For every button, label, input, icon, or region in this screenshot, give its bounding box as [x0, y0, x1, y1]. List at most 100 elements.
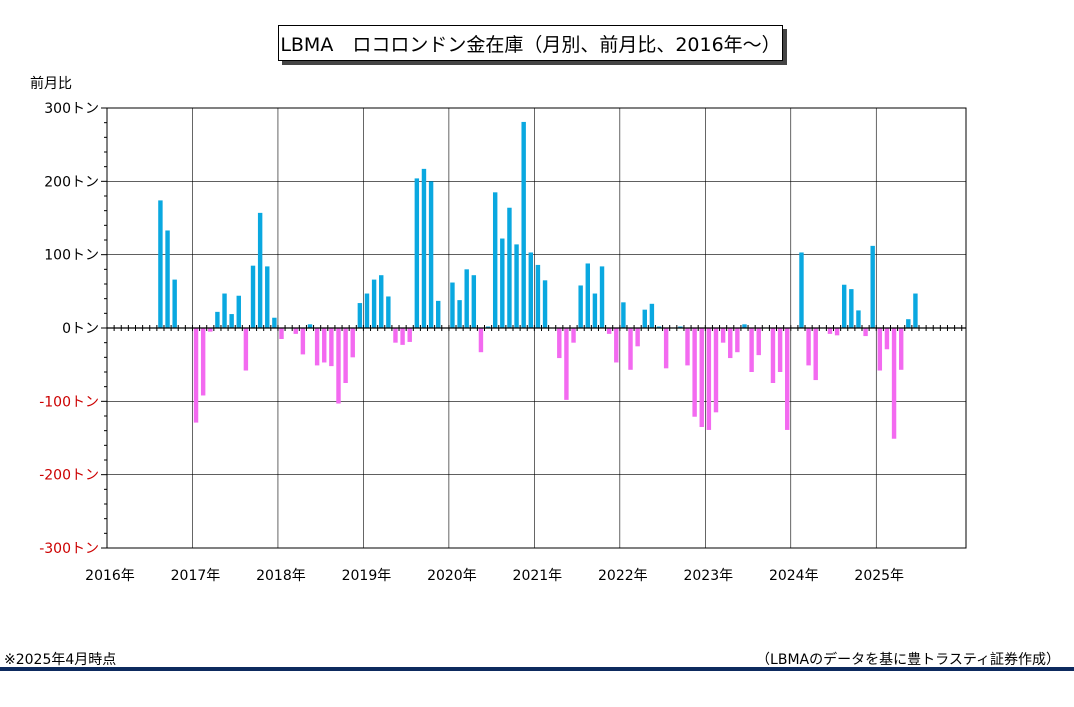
footer-rule: [0, 667, 1074, 671]
bar: [564, 328, 569, 400]
bar: [841, 284, 847, 328]
bar: [329, 328, 334, 367]
bar: [158, 200, 163, 328]
bar: [471, 275, 477, 328]
bar: [421, 168, 427, 328]
bar: [856, 310, 861, 328]
bars: [158, 121, 918, 439]
bar: [735, 328, 740, 353]
bar: [272, 317, 277, 328]
bar: [799, 252, 804, 328]
y-tick-label: 0トン: [62, 321, 99, 337]
bar: [500, 238, 505, 328]
bar: [236, 295, 241, 328]
bar: [364, 293, 370, 328]
x-tick-label: 2017年: [171, 568, 221, 584]
bar: [877, 328, 883, 371]
bar: [492, 192, 498, 328]
bar: [414, 178, 420, 328]
as-of-note: ※2025年4月時点: [4, 652, 117, 668]
bar: [450, 282, 455, 328]
bar: [699, 328, 704, 427]
y-tick-label: 300トン: [44, 101, 99, 117]
source-note: （LBMAのデータを基に豊トラスティ証券作成）: [756, 652, 1060, 668]
bar: [906, 319, 911, 328]
bar: [756, 328, 761, 356]
bar: [379, 275, 384, 328]
bar: [806, 328, 811, 366]
bar: [393, 328, 398, 343]
chart-title: LBMA ロコロンドン金在庫（月別、前月比、2016年〜）: [278, 25, 783, 61]
bar: [592, 293, 598, 328]
bar: [642, 309, 647, 328]
bar: [578, 285, 583, 328]
bar: [350, 328, 355, 358]
bar: [200, 328, 206, 396]
bar: [215, 311, 220, 328]
y-axis-label: 前月比: [30, 75, 72, 92]
bar: [243, 328, 249, 371]
bar: [628, 328, 633, 370]
bar: [621, 302, 626, 328]
bar: [649, 303, 655, 328]
bar: [913, 293, 918, 328]
bar: [606, 328, 612, 334]
bar: [742, 324, 747, 328]
bar: [713, 328, 719, 413]
bar: [542, 280, 548, 328]
bar: [222, 293, 227, 328]
bar: [813, 328, 818, 381]
bar: [777, 328, 783, 372]
bar: [165, 230, 170, 328]
bar: [706, 328, 712, 430]
bar: [785, 328, 790, 430]
x-tick-label: 2021年: [513, 568, 563, 584]
bar: [457, 300, 462, 328]
bar: [314, 328, 320, 366]
x-tick-label: 2024年: [769, 568, 819, 584]
x-tick-label: 2019年: [342, 568, 392, 584]
bar: [507, 207, 512, 328]
bar: [400, 328, 405, 345]
bar: [656, 326, 662, 328]
bar: [891, 328, 897, 439]
bar: [834, 328, 840, 336]
bar: [849, 289, 854, 328]
bar: [407, 328, 412, 342]
y-tick-label: 200トン: [44, 174, 99, 190]
bar: [208, 328, 213, 332]
bar: [663, 328, 669, 369]
bar: [535, 264, 541, 328]
y-tick-label: 100トン: [44, 248, 99, 264]
bar: [827, 328, 833, 334]
bar: [371, 279, 377, 328]
bar: [614, 328, 619, 363]
bar: [229, 314, 234, 328]
bar: [749, 328, 754, 372]
bar: [478, 328, 484, 353]
bar: [279, 328, 284, 339]
y-tick-label: -100トン: [39, 394, 99, 410]
x-tick-label: 2018年: [256, 568, 306, 584]
y-tick-label: -300トン: [39, 541, 99, 557]
bar: [172, 279, 177, 328]
y-tick-label: -200トン: [39, 468, 99, 484]
bar: [898, 328, 904, 370]
bar: [692, 328, 697, 417]
x-tick-label: 2022年: [598, 568, 648, 584]
x-tick-label: 2016年: [85, 568, 135, 584]
x-tick-label: 2020年: [427, 568, 477, 584]
bar: [257, 212, 263, 328]
bar: [464, 269, 469, 328]
bar: [250, 265, 256, 328]
bar: [265, 266, 270, 328]
labels: 300トン 200トン 100トン 0トン -100トン -200トン -300トン 前月比 2…: [30, 75, 904, 584]
bar: [685, 328, 690, 366]
bar: [193, 328, 199, 423]
bar: [300, 328, 306, 355]
bar: [728, 328, 733, 359]
axes: [101, 107, 966, 549]
bar: [428, 181, 434, 328]
bar: [322, 328, 327, 363]
